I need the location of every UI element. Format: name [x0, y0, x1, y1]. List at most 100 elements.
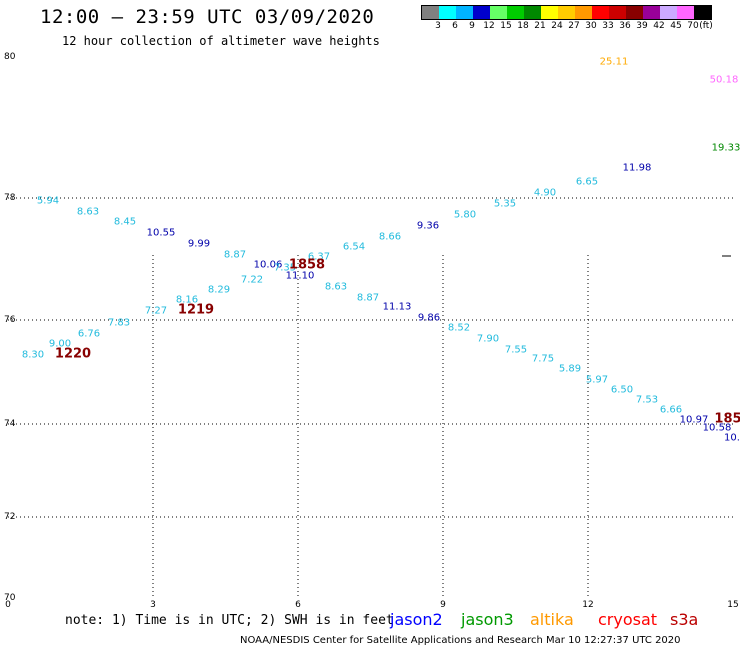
lat-label: 74: [4, 419, 16, 429]
pass-time-label: 1219: [177, 302, 215, 318]
scale-label: 27: [568, 21, 580, 31]
page-subtitle: 12 hour collection of altimeter wave hei…: [62, 34, 380, 48]
wave-height-label: 5.35: [493, 198, 517, 210]
scale-label: 42: [653, 21, 665, 31]
wave-height-label: 8.87: [223, 249, 247, 261]
scale-swatch: [575, 6, 592, 19]
scale-swatch: [694, 6, 711, 19]
lat-label: 80: [4, 52, 16, 62]
wave-height-label: 10.55: [146, 227, 176, 239]
lon-label: 15: [727, 600, 739, 610]
wave-height-label: 10.06: [253, 259, 283, 271]
wave-height-label: 8.63: [324, 281, 348, 293]
scale-label: 15: [500, 21, 512, 31]
scale-swatch: [439, 6, 456, 19]
scale-swatch: [677, 6, 694, 19]
wave-height-label: 11.98: [622, 162, 652, 174]
scale-label: 45: [670, 21, 682, 31]
scale-label: 6: [452, 21, 458, 31]
scale-swatch: [422, 6, 439, 19]
pass-time-label: 1858: [288, 257, 326, 273]
wave-height-label: 9.86: [417, 312, 441, 324]
scale-swatch: [456, 6, 473, 19]
scale-swatch: [643, 6, 660, 19]
wave-height-label: 8.29: [207, 284, 231, 296]
scale-swatch: [473, 6, 490, 19]
wave-height-label: 8.63: [76, 206, 100, 218]
wave-height-label: 6.65: [575, 176, 599, 188]
lon-label: 6: [295, 600, 301, 610]
scale-swatch: [541, 6, 558, 19]
scale-label: 9: [469, 21, 475, 31]
credit-line: NOAA/NESDIS Center for Satellite Applica…: [240, 635, 681, 646]
scale-label: 39: [636, 21, 648, 31]
scale-swatch: [609, 6, 626, 19]
scale-label: 18: [517, 21, 529, 31]
scale-swatch: [626, 6, 643, 19]
wave-height-label: 9.99: [187, 238, 211, 250]
wave-height-label: 25.11: [599, 56, 629, 68]
wave-height-label: 7.22: [240, 274, 264, 286]
wave-height-label: 5.80: [453, 209, 477, 221]
scale-label: 36: [619, 21, 631, 31]
wave-height-label: 6.37: [307, 251, 331, 263]
lon-label: 9: [440, 600, 446, 610]
satellite-legend-item: s3a: [670, 610, 699, 629]
scale-swatch: [524, 6, 541, 19]
page-title: 12:00 – 23:59 UTC 03/09/2020: [40, 6, 375, 28]
scale-swatch: [558, 6, 575, 19]
wave-height-label: 8.16: [175, 294, 199, 306]
scale-label: 12: [483, 21, 495, 31]
wave-height-label: 7.27: [144, 305, 168, 317]
wave-height-label: 8.45: [113, 216, 137, 228]
wave-height-label: 7.55: [504, 344, 528, 356]
scale-swatch: [507, 6, 524, 19]
wave-height-label: 7.90: [476, 333, 500, 345]
wave-height-label: 9.36: [416, 220, 440, 232]
lon-label: 3: [150, 600, 156, 610]
wave-height-label: 10.58: [702, 422, 732, 434]
wave-height-label: 5.94: [36, 195, 60, 207]
wave-height-label: 10.97: [679, 414, 709, 426]
lon-label: 0: [5, 600, 11, 610]
wave-height-label: 6.54: [342, 241, 366, 253]
lon-label: 12: [582, 600, 594, 610]
lat-label: 78: [4, 193, 16, 203]
wave-height-label: 50.18: [709, 74, 739, 86]
pass-time-label: 185: [714, 411, 740, 427]
wave-height-label: 10.: [724, 432, 740, 444]
wave-height-label: 7.75: [531, 353, 555, 365]
scale-swatch: [660, 6, 677, 19]
wave-height-label: 11.10: [285, 270, 315, 282]
wave-height-label: 8.30: [21, 349, 45, 361]
scale-label: 21: [534, 21, 546, 31]
scale-label: 30: [585, 21, 597, 31]
wave-height-label: 11.13: [382, 301, 412, 313]
satellite-legend-item: jason2: [390, 610, 443, 629]
satellite-legend-item: jason3: [461, 610, 514, 629]
scale-swatch: [490, 6, 507, 19]
footer-note: note: 1) Time is in UTC; 2) SWH is in fe…: [65, 613, 394, 628]
wave-height-label: 5.97: [585, 374, 609, 386]
lat-label: 70: [4, 593, 16, 603]
wave-height-label: 6.76: [77, 328, 101, 340]
wave-height-label: 4.90: [533, 187, 557, 199]
scale-swatch: [592, 6, 609, 19]
wave-height-label: 8.87: [356, 292, 380, 304]
scale-unit: (ft): [699, 21, 713, 31]
gridlines: [8, 197, 733, 598]
scale-label: 24: [551, 21, 563, 31]
wave-height-label: 6.50: [610, 384, 634, 396]
satellite-legend-item: cryosat: [598, 610, 658, 629]
scale-label: 70: [687, 21, 699, 31]
scale-label: 3: [435, 21, 441, 31]
color-scale: [421, 5, 712, 20]
satellite-legend-item: altika: [530, 610, 574, 629]
lat-label: 72: [4, 512, 16, 522]
wave-height-label: 7.53: [635, 394, 659, 406]
wave-height-label: 8.52: [447, 322, 471, 334]
pass-time-label: 1220: [54, 346, 92, 362]
wave-height-label: 19.33: [711, 142, 740, 154]
wave-height-label: 5.89: [558, 363, 582, 375]
